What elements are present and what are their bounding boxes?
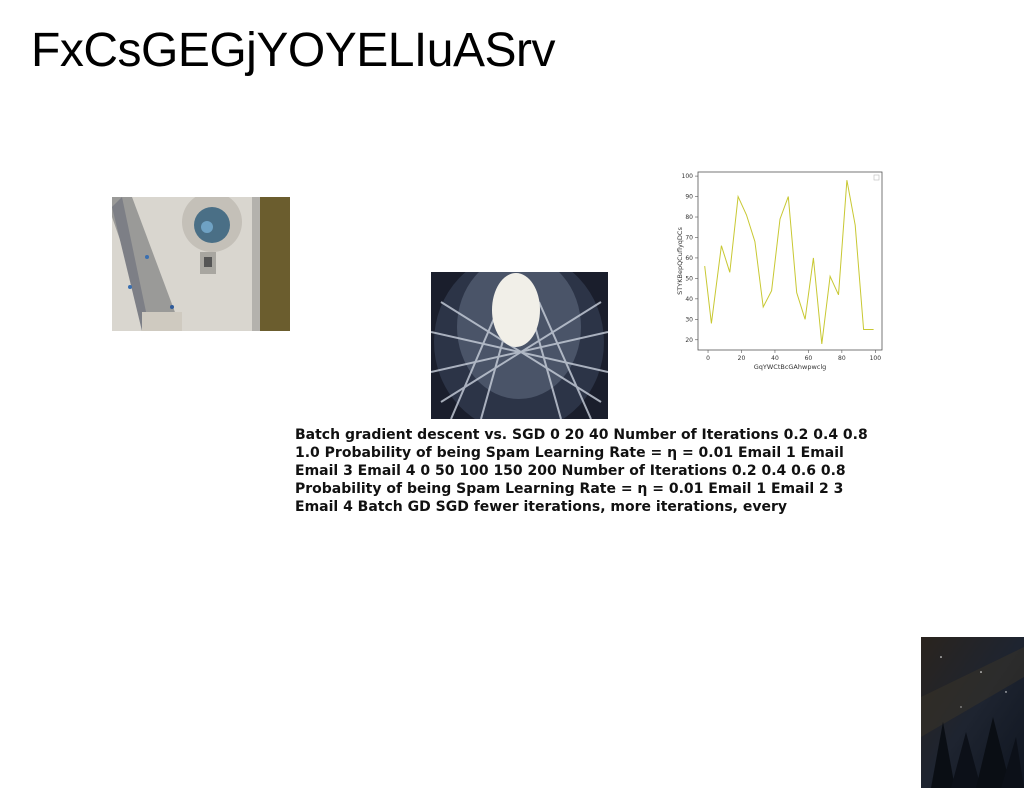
night-sky-photo — [921, 637, 1024, 788]
y-tick-label: 100 — [682, 173, 694, 180]
y-tick-label: 30 — [685, 316, 693, 323]
y-tick-label: 60 — [685, 255, 693, 262]
x-tick-label: 40 — [771, 355, 779, 362]
y-axis-label: STYKBepQCuflyqDCs — [676, 227, 684, 295]
y-tick-label: 40 — [685, 296, 693, 303]
plot-frame — [697, 171, 883, 351]
page-title: FxCsGEGjYOYELIuASrv — [31, 24, 555, 77]
tunnel-ceiling-photo — [431, 272, 608, 419]
y-tick-label: 70 — [685, 234, 693, 241]
y-tick-label: 20 — [685, 337, 693, 344]
y-tick-label: 50 — [685, 275, 693, 282]
x-tick-label: 80 — [838, 355, 846, 362]
line-chart: 0 20 40 60 80 100 20 30 40 50 60 70 80 90 100 GqYWCtB… — [674, 166, 888, 376]
y-tick-label: 80 — [685, 214, 693, 221]
aerial-photo — [112, 197, 290, 331]
extracted-text-block: Batch gradient descent vs. SGD 0 20 40 N… — [295, 427, 868, 515]
y-tick-label: 90 — [685, 194, 693, 201]
x-axis-label: GqYWCtBcGAhwpwclg — [754, 363, 827, 371]
x-tick-label: 100 — [870, 355, 882, 362]
legend-box — [873, 174, 880, 181]
x-tick-label: 0 — [706, 355, 710, 362]
series-line — [704, 180, 874, 344]
x-tick-label: 60 — [805, 355, 813, 362]
x-tick-label: 20 — [738, 355, 746, 362]
